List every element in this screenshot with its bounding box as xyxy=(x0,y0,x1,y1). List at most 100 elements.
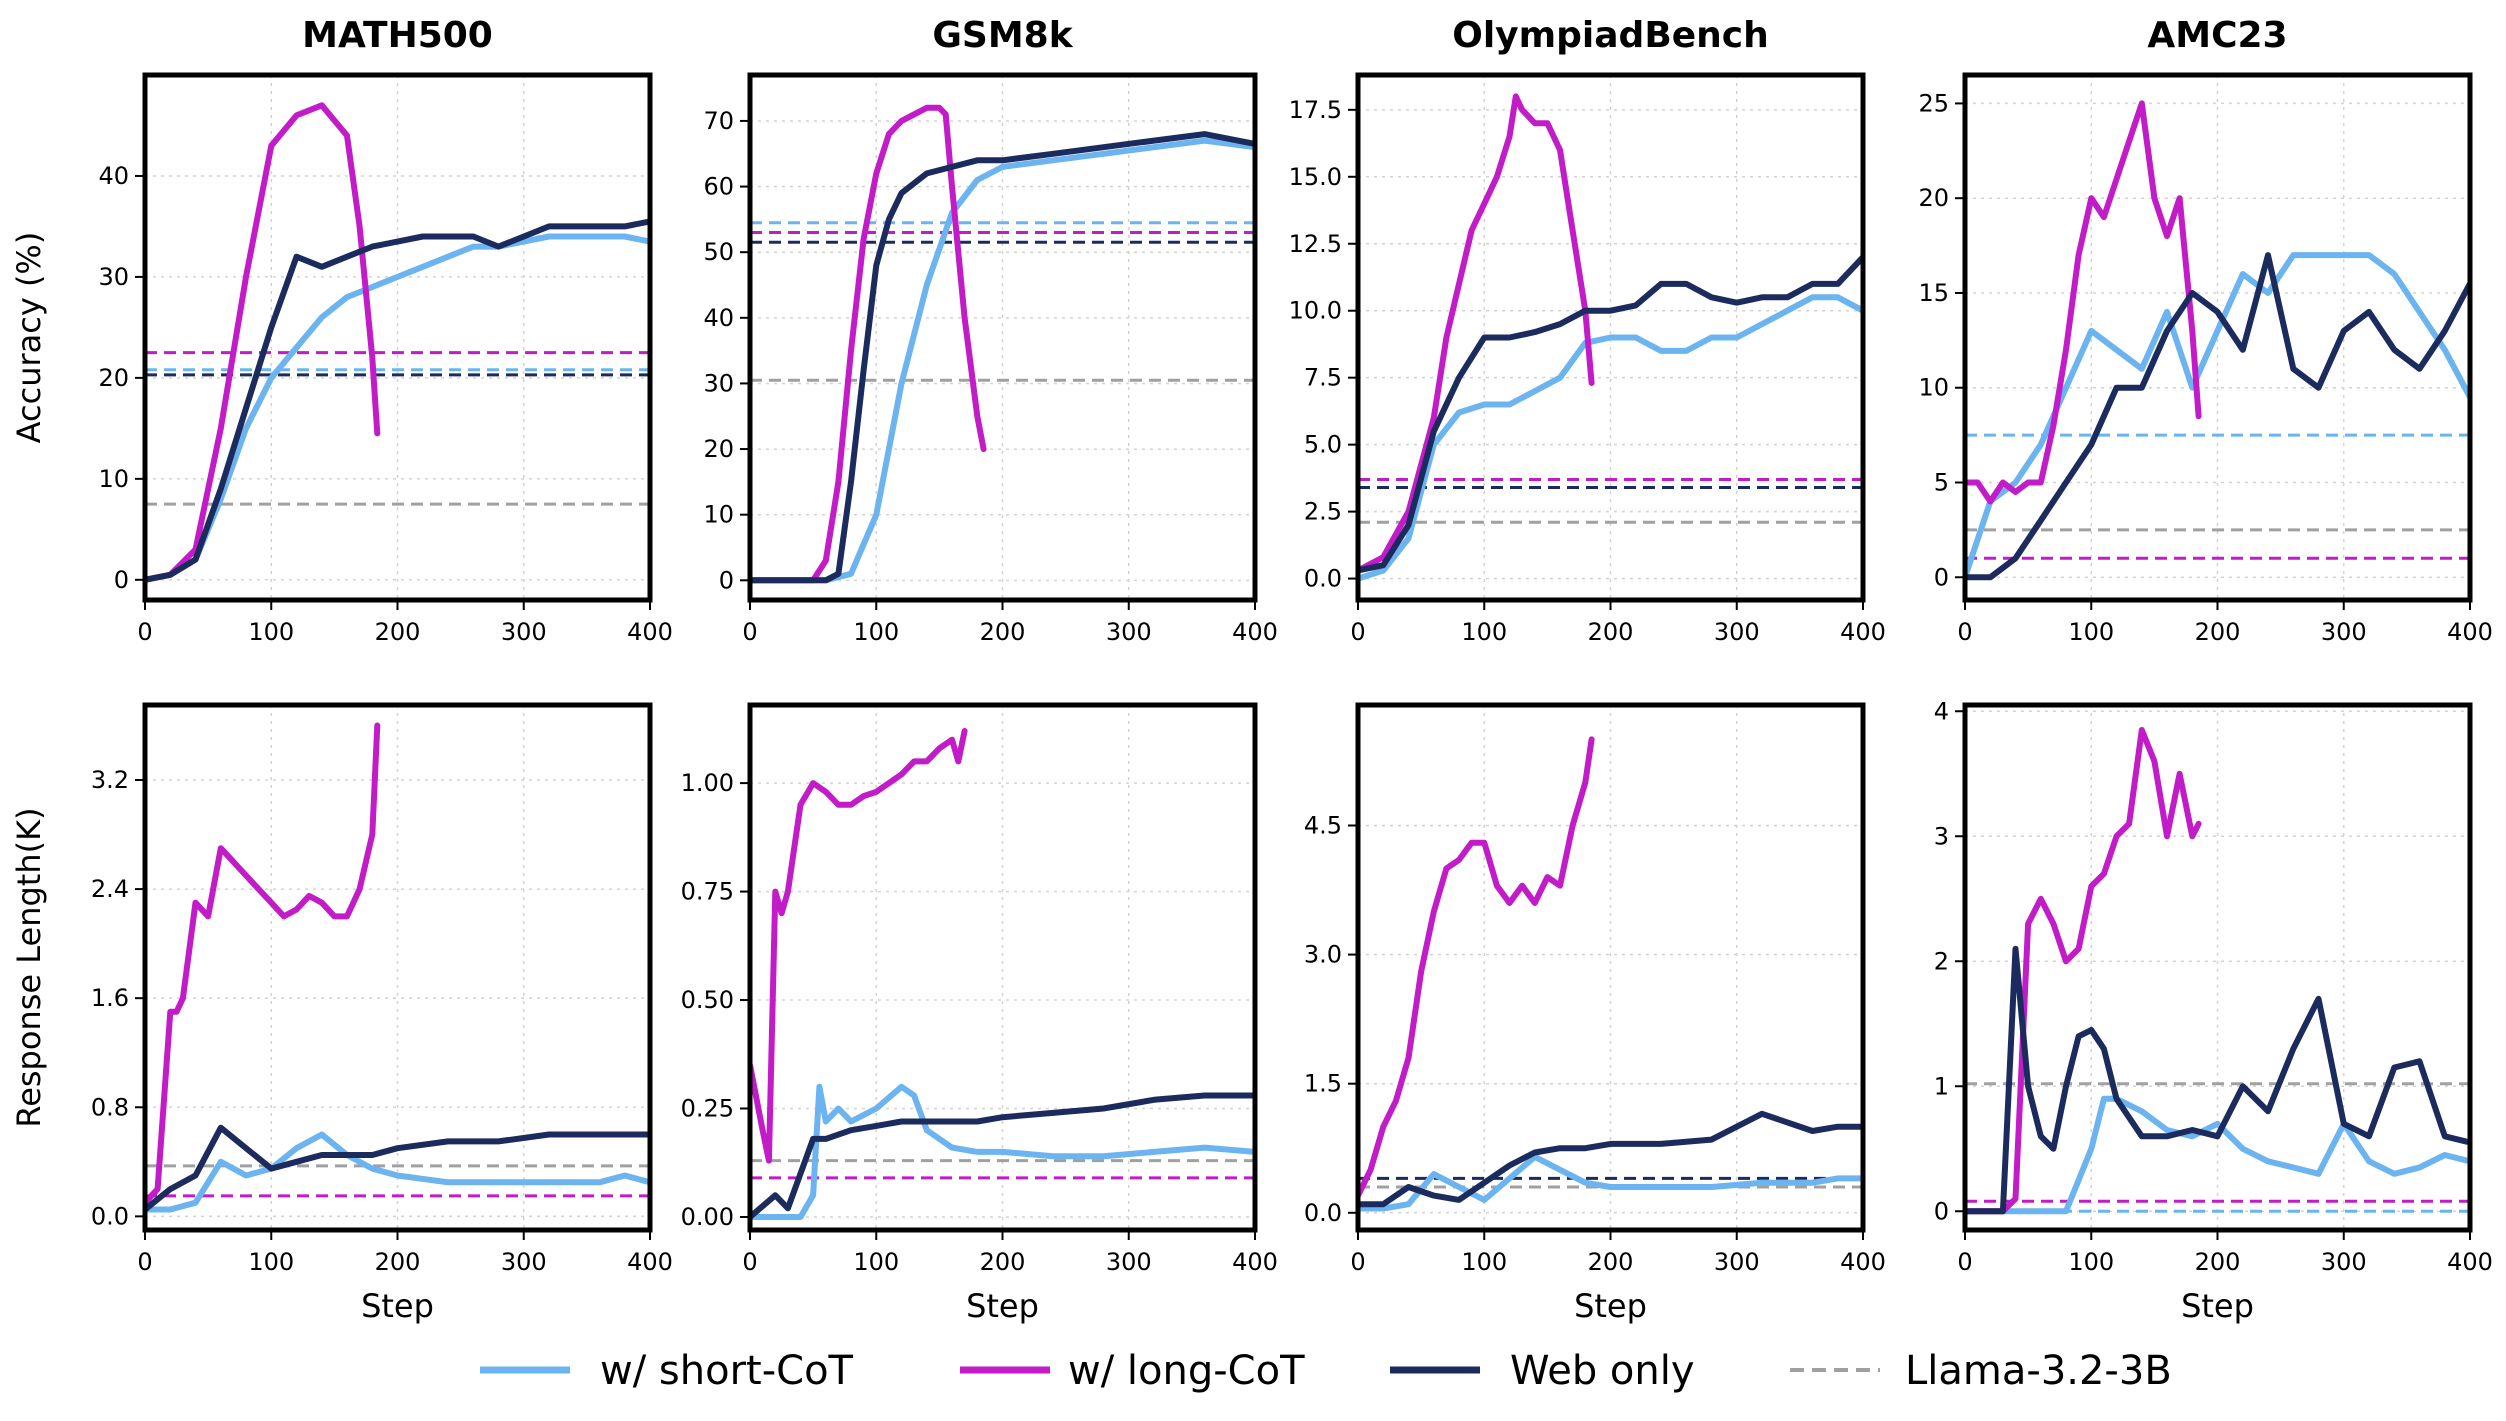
y-tick-label: 2.4 xyxy=(91,875,129,903)
y-tick-label: 0.8 xyxy=(91,1093,129,1121)
y-tick-label: 7.5 xyxy=(1304,364,1342,392)
x-tick-label: 100 xyxy=(248,618,294,646)
y-tick-label: 3 xyxy=(1934,822,1949,850)
series-short-line xyxy=(750,137,1255,584)
x-tick-label: 0 xyxy=(137,618,152,646)
y-axis-label: Accuracy (%) xyxy=(10,232,48,444)
x-tick-label: 300 xyxy=(2321,1248,2367,1276)
y-tick-label: 1 xyxy=(1934,1072,1949,1100)
y-tick-label: 5.0 xyxy=(1304,431,1342,459)
x-tick-label: 200 xyxy=(1588,1248,1634,1276)
series-long-line xyxy=(1965,100,2202,505)
x-tick-label: 200 xyxy=(375,1248,421,1276)
y-tick-label: 0.50 xyxy=(681,986,734,1014)
x-tick-label: 100 xyxy=(1461,618,1507,646)
x-tick-label: 400 xyxy=(627,1248,673,1276)
legend-label-long: w/ long-CoT xyxy=(1068,1348,1305,1394)
panel-length-2: 0 100 200 300 400 0.0 1.5 3.0 4.5 Step xyxy=(1304,702,1886,1325)
y-tick-label: 0.0 xyxy=(1304,1199,1342,1227)
x-tick-label: 0 xyxy=(1957,618,1972,646)
y-tick-label: 0.75 xyxy=(681,878,734,906)
y-tick-label: 10 xyxy=(98,465,129,493)
series-web-line xyxy=(1358,1110,1863,1208)
y-tick-label: 30 xyxy=(703,369,734,397)
plot-frame xyxy=(1962,702,2473,1233)
plot-frame xyxy=(142,72,653,603)
y-tick-label: 15.0 xyxy=(1289,163,1342,191)
y-tick-label: 0.25 xyxy=(681,1095,734,1123)
series-short-line xyxy=(1358,294,1863,582)
y-tick-label: 2 xyxy=(1934,947,1949,975)
x-tick-label: 400 xyxy=(2447,618,2493,646)
panel-olympiadbench: OlympiadBench 0 100 200 300 400 0.0 2.5 5.0 7.5 10… xyxy=(1289,15,1886,646)
y-axis-label: Response Length(K) xyxy=(10,807,48,1127)
y-tick-label: 3.2 xyxy=(91,766,129,794)
y-tick-label: 70 xyxy=(703,107,734,135)
series-long-line xyxy=(1965,727,2202,1215)
x-tick-label: 300 xyxy=(501,1248,547,1276)
series-group xyxy=(750,104,1255,584)
legend-item-web: Web only xyxy=(1390,1348,1695,1394)
y-tick-label: 10 xyxy=(1918,374,1949,402)
x-tick-label: 100 xyxy=(248,1248,294,1276)
series-group xyxy=(1965,100,2470,581)
series-web-line xyxy=(145,1124,650,1213)
y-tick-label: 17.5 xyxy=(1289,96,1342,124)
x-tick-label: 300 xyxy=(1106,1248,1152,1276)
panel-amc23: AMC23 0 100 200 300 400 0 5 10 15 20 25 xyxy=(1918,15,2492,646)
panel-title: MATH500 xyxy=(302,15,493,56)
series-short-line xyxy=(145,233,650,583)
x-tick-label: 300 xyxy=(1714,618,1760,646)
series-group xyxy=(1358,93,1863,582)
series-short-line xyxy=(1965,1095,2470,1215)
x-tick-label: 200 xyxy=(375,618,421,646)
series-group xyxy=(1358,736,1863,1212)
x-tick-label: 300 xyxy=(501,618,547,646)
series-long-line xyxy=(1358,93,1595,574)
y-tick-label: 60 xyxy=(703,173,734,201)
series-group xyxy=(750,728,1255,1220)
x-axis-label: Step xyxy=(2181,1287,2254,1325)
series-short-line xyxy=(1965,252,2470,581)
y-tick-label: 1.00 xyxy=(681,769,734,797)
legend-label-web: Web only xyxy=(1510,1348,1695,1394)
y-tick-label: 0.0 xyxy=(1304,565,1342,593)
y-tick-label: 1.5 xyxy=(1304,1070,1342,1098)
plot-frame xyxy=(1355,702,1866,1233)
y-tick-label: 0 xyxy=(114,566,129,594)
panel-length-0: 0 100 200 300 400 0.0 0.8 1.6 2.4 3.2 Step Response… xyxy=(10,702,673,1325)
y-tick-label: 15 xyxy=(1918,279,1949,307)
x-tick-label: 300 xyxy=(2321,618,2367,646)
x-axis-label: Step xyxy=(1574,1287,1647,1325)
panel-title: OlympiadBench xyxy=(1452,15,1769,56)
x-tick-label: 200 xyxy=(980,618,1026,646)
x-tick-label: 100 xyxy=(853,1248,899,1276)
y-tick-label: 1.6 xyxy=(91,984,129,1012)
x-tick-label: 400 xyxy=(2447,1248,2493,1276)
y-tick-label: 10.0 xyxy=(1289,297,1342,325)
x-tick-label: 100 xyxy=(2068,618,2114,646)
series-short-line xyxy=(750,1083,1255,1220)
x-tick-label: 400 xyxy=(1232,1248,1278,1276)
y-tick-label: 0 xyxy=(1934,1197,1949,1225)
x-tick-label: 200 xyxy=(2195,618,2241,646)
x-tick-label: 400 xyxy=(1840,618,1886,646)
series-web-line xyxy=(145,218,650,583)
series-web-line xyxy=(1965,252,2470,581)
series-long-line xyxy=(1358,736,1595,1199)
x-tick-label: 0 xyxy=(1957,1248,1972,1276)
y-tick-label: 4 xyxy=(1934,697,1949,725)
panel-gsm8k: GSM8k 0 100 200 300 400 0 10 20 30 40 50 60 70 xyxy=(703,15,1277,646)
x-tick-label: 0 xyxy=(742,1248,757,1276)
x-tick-label: 400 xyxy=(627,618,673,646)
series-long-line xyxy=(145,722,381,1206)
legend-item-long: w/ long-CoT xyxy=(960,1348,1305,1394)
y-tick-label: 40 xyxy=(703,304,734,332)
x-axis-label: Step xyxy=(361,1287,434,1325)
y-tick-label: 12.5 xyxy=(1289,230,1342,258)
series-short-line xyxy=(1358,1153,1863,1212)
y-tick-label: 40 xyxy=(98,162,129,190)
x-tick-label: 200 xyxy=(2195,1248,2241,1276)
series-group xyxy=(145,102,650,583)
legend-item-short: w/ short-CoT xyxy=(480,1348,854,1394)
